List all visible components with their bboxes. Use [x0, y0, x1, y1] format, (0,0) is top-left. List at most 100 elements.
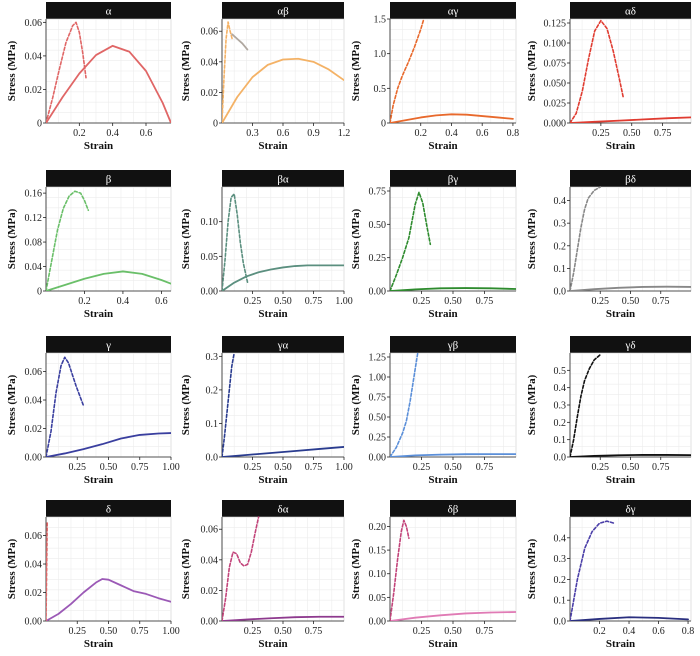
- y-tick-label: 0.10: [369, 569, 387, 580]
- x-axis-title: Strain: [606, 638, 635, 650]
- y-tick-label: 0.100: [544, 39, 567, 50]
- y-tick-label: 0.2: [554, 418, 567, 429]
- y-axis-title: Stress (MPa): [526, 40, 538, 101]
- x-tick-label: 0.6: [155, 296, 168, 307]
- chart-panel: βα 0.25 0.50 0.75 1.00 0.00 0.05 0.10 Strain Stre…: [180, 170, 353, 322]
- chart-panel: α 0.2 0.4 0.6 0 0.02 0.04 0.06 Strain Stress (MPa…: [6, 2, 173, 154]
- x-tick-label: 0.75: [652, 296, 670, 307]
- y-tick-label: 0.15: [369, 546, 387, 557]
- x-axis-title: Strain: [84, 308, 113, 320]
- y-tick-label: 0.00: [25, 617, 43, 628]
- y-axis-title: Stress (MPa): [350, 538, 362, 599]
- y-tick-label: 0.05: [369, 593, 387, 604]
- series-line-dashed: [222, 516, 260, 621]
- y-tick-label: 1.25: [369, 353, 387, 364]
- y-axis-title: Stress (MPa): [180, 208, 192, 269]
- panel-title: δα: [278, 504, 289, 516]
- panel-title: δ: [106, 504, 111, 516]
- y-axis-title: Stress (MPa): [350, 40, 362, 101]
- series-line-dashed: [390, 191, 432, 291]
- series-line-solid: [231, 33, 249, 51]
- series-line-dashed: [222, 193, 249, 291]
- chart-panel: δγ 0.2 0.4 0.6 0.8 0.0 0.1 0.2 0.3 0.4 Strain Stres…: [525, 500, 694, 652]
- y-tick-label: 0.050: [544, 79, 567, 90]
- x-tick-label: 0.25: [69, 626, 87, 637]
- series-line-solid: [46, 432, 171, 457]
- y-tick-label: 0.0: [554, 453, 567, 464]
- x-tick-label: 0.75: [131, 462, 149, 473]
- y-tick-label: 0.16: [25, 189, 43, 200]
- y-tick-label: 0.04: [201, 57, 219, 68]
- x-tick-label: 0.2: [78, 296, 91, 307]
- y-tick-label: 0.25: [369, 253, 387, 264]
- x-tick-label: 0.50: [100, 462, 118, 473]
- x-tick-label: 0.4: [117, 296, 130, 307]
- series-line-solid: [570, 116, 691, 123]
- series-line-dashed: [46, 356, 85, 457]
- y-tick-label: 0.00: [369, 617, 387, 628]
- series-line-dashed: [570, 353, 602, 457]
- y-axis-title: Stress (MPa): [6, 208, 18, 269]
- y-tick-label: 0.02: [25, 424, 43, 435]
- y-tick-label: 0.3: [554, 554, 567, 565]
- y-tick-label: 0.1: [206, 419, 219, 430]
- strip-header: [390, 170, 516, 187]
- y-tick-label: 0.3: [554, 401, 567, 412]
- y-tick-label: 0.125: [544, 19, 567, 30]
- panel-svg: β 0.2 0.4 0.6 0 0.04 0.08 0.12 0.16 Strain Stress …: [6, 170, 172, 320]
- y-tick-label: 0.50: [369, 220, 387, 231]
- x-axis-title: Strain: [428, 474, 457, 486]
- y-tick-label: 1.0: [374, 49, 387, 60]
- panel-title: β: [106, 174, 112, 186]
- x-tick-label: 0.50: [444, 296, 462, 307]
- y-tick-label: 0.4: [554, 383, 567, 394]
- panel-title: αδ: [625, 6, 636, 18]
- x-tick-label: 0.25: [244, 296, 262, 307]
- y-tick-label: 0.04: [25, 396, 43, 407]
- x-tick-label: 0.50: [100, 626, 118, 637]
- y-tick-label: 0.3: [554, 219, 567, 230]
- y-tick-label: 0.1: [554, 596, 567, 607]
- panel-svg: δα 0.25 0.50 0.75 0.00 0.02 0.04 0.06 Strain Stre…: [180, 500, 345, 650]
- series-line-dashed: [570, 520, 616, 621]
- panel-svg: βδ 0.25 0.50 0.75 0.0 0.1 0.2 0.3 0.4 Strain Stres…: [526, 170, 692, 320]
- strip-header: [570, 336, 691, 353]
- x-axis-title: Strain: [428, 308, 457, 320]
- x-tick-label: 0.6: [277, 128, 290, 139]
- x-tick-label: 0.50: [623, 128, 641, 139]
- series-line-dashed: [46, 21, 87, 123]
- y-tick-label: 0.0: [206, 453, 219, 464]
- panel-title: βδ: [625, 174, 636, 186]
- y-tick-label: 0.06: [25, 367, 43, 378]
- series-line-solid: [390, 113, 514, 123]
- panel-title: βγ: [448, 174, 459, 186]
- y-tick-label: 0.02: [25, 588, 43, 599]
- y-tick-label: 1.00: [369, 373, 387, 384]
- panel-svg: α 0.2 0.4 0.6 0 0.02 0.04 0.06 Strain Stress (MPa…: [6, 2, 172, 152]
- x-tick-label: 0.50: [622, 462, 640, 473]
- y-tick-label: 0.02: [201, 88, 219, 99]
- x-tick-label: 0.75: [652, 462, 670, 473]
- chart-panel: βδ 0.25 0.50 0.75 0.0 0.1 0.2 0.3 0.4 Strain Stres…: [525, 170, 693, 322]
- strip-header: [390, 336, 516, 353]
- y-tick-label: 0.20: [369, 522, 387, 533]
- series-line-solid: [46, 44, 171, 123]
- x-tick-label: 0.75: [305, 626, 323, 637]
- series-line-dashed: [222, 352, 235, 457]
- x-tick-label: 0.50: [444, 462, 462, 473]
- series-line-dashed: [570, 186, 602, 291]
- y-tick-label: 0.4: [554, 196, 567, 207]
- panel-svg: γβ 0.25 0.50 0.75 0.00 0.25 0.50 0.75 1.00 1.25 St…: [350, 336, 517, 486]
- x-tick-label: 0.25: [592, 296, 610, 307]
- y-axis-title: Stress (MPa): [6, 538, 18, 599]
- x-tick-label: 0.25: [413, 462, 431, 473]
- x-tick-label: 0.75: [476, 296, 494, 307]
- x-tick-label: 0.4: [623, 626, 636, 637]
- x-tick-label: 0.75: [131, 626, 149, 637]
- strip-header: [46, 170, 171, 187]
- x-tick-label: 0.50: [274, 626, 292, 637]
- series-line-solid: [46, 578, 171, 621]
- y-tick-label: 0.06: [201, 525, 219, 536]
- strip-header: [390, 2, 516, 19]
